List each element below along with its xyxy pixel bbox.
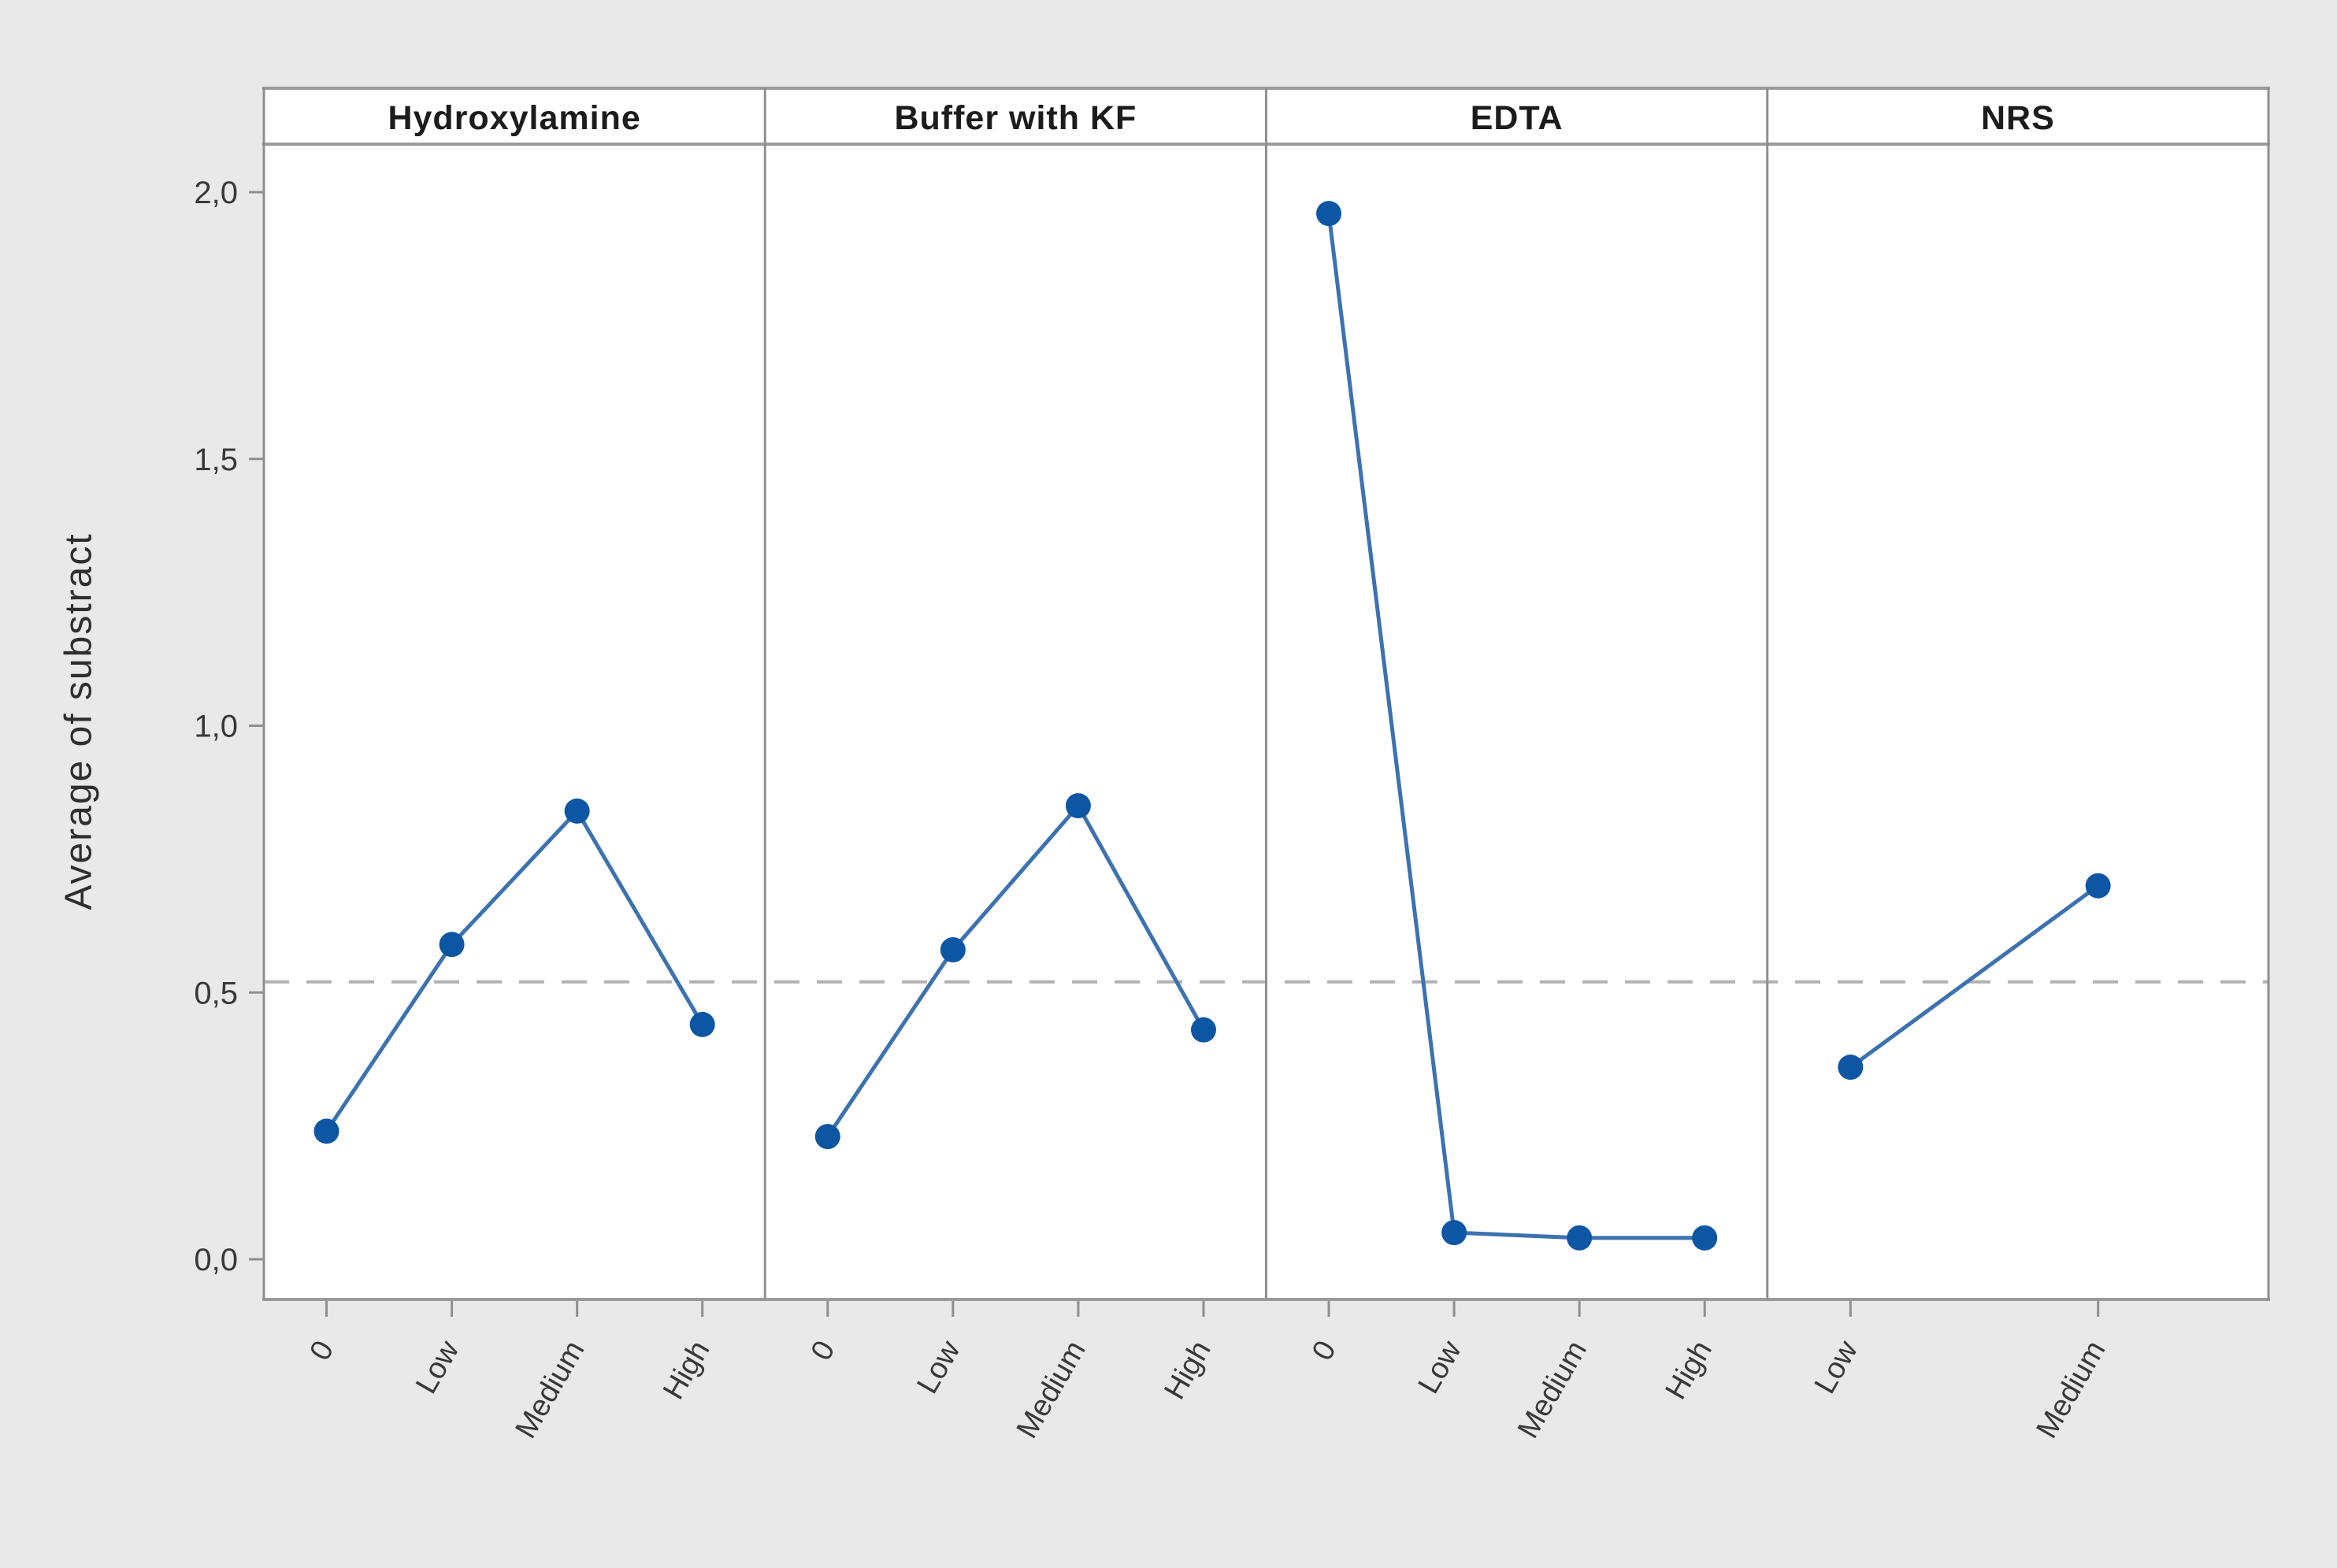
series-line-buffer-with-kf: [825, 802, 1206, 1138]
y-tick-label: 1,0: [194, 710, 238, 744]
series-line-edta: [1326, 213, 1705, 1240]
strip-label-hydroxylamine: Hydroxylamine: [388, 99, 640, 137]
series-line-hydroxylamine: [325, 807, 704, 1132]
series-line-nrs: [1849, 884, 2100, 1069]
y-tick-label: 0,0: [194, 1243, 238, 1277]
data-point-buffer-with-kf: [1190, 1017, 1216, 1043]
data-point-nrs: [2085, 873, 2111, 899]
y-tick-label: 1,5: [194, 443, 238, 477]
strip-label-nrs: NRS: [1981, 99, 2055, 137]
data-point-hydroxylamine: [313, 1118, 339, 1144]
data-point-edta: [1441, 1220, 1467, 1246]
y-tick-label: 2,0: [194, 176, 238, 210]
data-point-hydroxylamine: [439, 932, 465, 958]
strip-label-buffer-with-kf: Buffer with KF: [894, 99, 1137, 137]
data-point-edta: [1567, 1225, 1593, 1251]
data-point-hydroxylamine: [564, 798, 590, 824]
y-axis-title: Average of substract: [57, 532, 100, 910]
data-point-edta: [1692, 1225, 1718, 1251]
data-point-hydroxylamine: [689, 1011, 715, 1037]
data-point-nrs: [1838, 1055, 1864, 1081]
data-point-buffer-with-kf: [940, 937, 966, 963]
strip-label-edta: EDTA: [1471, 99, 1564, 137]
data-point-buffer-with-kf: [1065, 793, 1091, 819]
y-tick-label: 0,5: [194, 976, 238, 1010]
data-point-edta: [1316, 201, 1342, 227]
data-point-buffer-with-kf: [814, 1124, 840, 1150]
